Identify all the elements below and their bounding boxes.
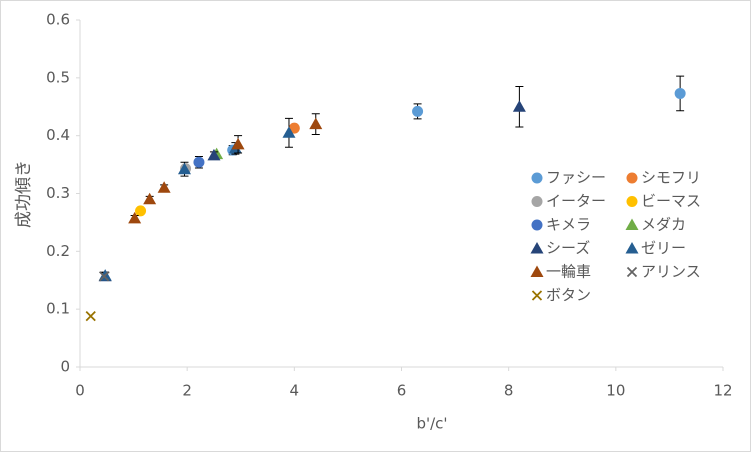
legend-marker — [531, 290, 543, 301]
y-tick-label: 0.2 — [46, 242, 70, 260]
legend-label: ボタン — [546, 286, 591, 304]
y-tick-label: 0 — [60, 358, 70, 376]
data-point — [143, 192, 157, 205]
x-tick-label: 8 — [504, 382, 514, 400]
legend-label: キメラ — [546, 216, 591, 234]
data-point — [193, 156, 205, 168]
data-point — [207, 148, 221, 161]
legend-label: 一輪車 — [546, 263, 591, 281]
y-tick-label: 0.4 — [46, 126, 70, 144]
legend-marker — [531, 196, 543, 207]
data-point — [309, 117, 323, 130]
data-point — [157, 181, 171, 193]
legend-label: シーズ — [546, 239, 590, 257]
x-tick-label: 10 — [606, 382, 625, 400]
y-tick-label: 0.3 — [46, 184, 70, 202]
data-point — [412, 105, 424, 117]
data-point — [512, 100, 526, 112]
x-tick-label: 4 — [290, 382, 300, 400]
legend-label: シモフリ — [641, 169, 701, 187]
data-point — [135, 205, 147, 217]
data-point — [128, 211, 142, 224]
legend-label: アリンス — [641, 263, 701, 281]
legend-label: ファシー — [546, 169, 606, 187]
legend-label: ビーマス — [641, 192, 701, 210]
legend-marker — [625, 218, 639, 230]
legend-marker — [530, 265, 544, 277]
x-tick-label: 2 — [182, 382, 192, 400]
y-tick-label: 0.6 — [46, 11, 70, 29]
data-point — [231, 137, 245, 150]
y-tick-label: 0.5 — [46, 68, 70, 86]
x-tick-label: 6 — [397, 382, 407, 400]
data-point — [98, 271, 110, 282]
data-point — [282, 126, 296, 138]
y-axis-label: 成功傾き — [14, 160, 34, 228]
x-tick-label: 0 — [75, 382, 85, 400]
legend-marker — [531, 172, 543, 184]
data-point — [177, 162, 191, 175]
data-point — [85, 310, 96, 322]
legend-marker — [626, 172, 638, 184]
legend-marker — [626, 266, 638, 278]
y-tick-label: 0.1 — [46, 300, 70, 318]
legend-marker — [531, 219, 543, 231]
legend-label: イーター — [546, 192, 606, 210]
legend-label: ゼリー — [641, 239, 686, 257]
legend-label: メダカ — [641, 216, 686, 234]
legend-marker — [625, 242, 639, 254]
legend-marker — [530, 242, 544, 254]
data-point — [674, 87, 686, 99]
legend-marker — [626, 196, 638, 207]
x-axis-label: b'/c' — [416, 415, 447, 433]
x-tick-label: 12 — [713, 382, 732, 400]
